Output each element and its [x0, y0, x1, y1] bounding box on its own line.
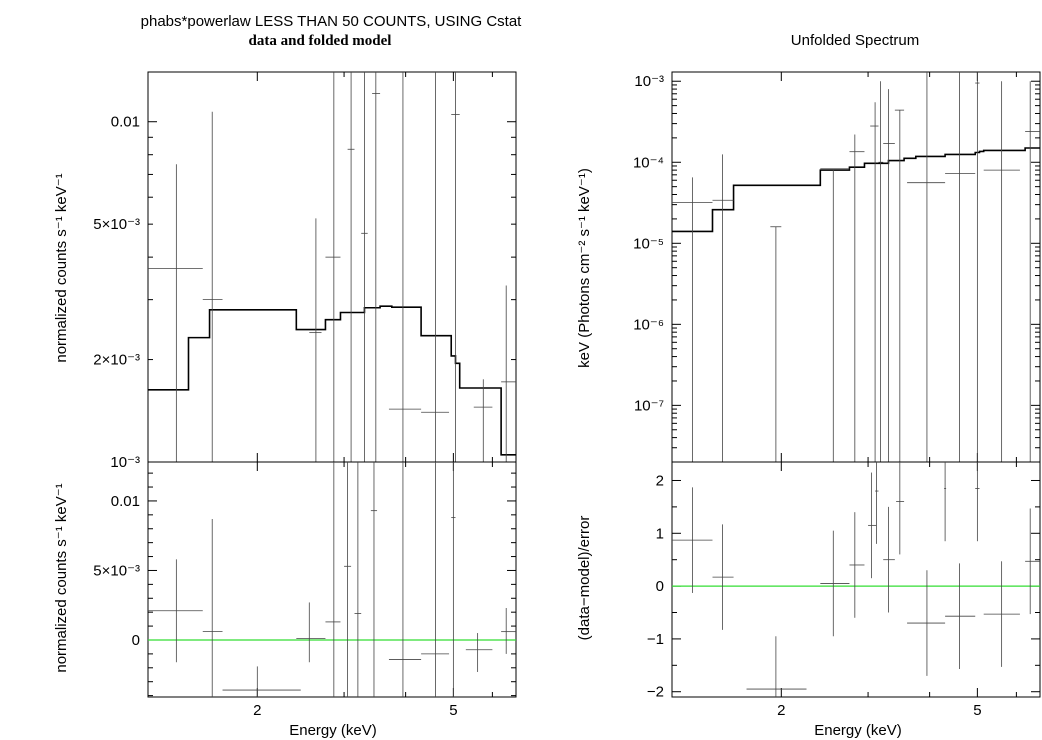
left-bottom-xtick-label: 2	[253, 702, 261, 719]
left-top-data-point	[451, 72, 460, 462]
right-top-data-point	[820, 168, 850, 462]
right-bottom-xtick-label: 2	[777, 702, 785, 719]
left-bottom-frame	[147, 461, 517, 698]
right-bottom-xtick-label: 5	[973, 702, 981, 719]
right-top-data-point	[945, 72, 976, 462]
right-bottom-data-point	[868, 472, 877, 579]
left-top-data-point	[325, 72, 341, 462]
right-top-data-point	[878, 81, 884, 462]
right-bottom-ytick-label: 0	[656, 578, 664, 595]
left-top-ytick-label: 5×10⁻³	[93, 216, 140, 233]
right-top-ytick-label: 10⁻⁷	[634, 397, 664, 414]
right-bottom-data-point	[1025, 508, 1040, 615]
left-top-ytick-label: 10⁻³	[110, 454, 140, 471]
left-bottom-data-point	[354, 462, 362, 697]
left-chart-subtitle: data and folded model	[249, 33, 392, 49]
right-bottom-data-point	[896, 462, 905, 555]
right-top-ytick-label: 10⁻⁶	[633, 316, 664, 333]
right-bottom-data-point	[672, 487, 713, 593]
right-bottom-data-point	[883, 506, 895, 613]
right-top-data-point	[1025, 81, 1040, 462]
right-bottom-ylabel: (data−model)/error	[576, 516, 593, 641]
left-bottom-data-point	[202, 519, 223, 697]
right-top-data-point	[907, 72, 946, 462]
left-bottom-data-point	[451, 462, 456, 697]
right-top-ytick-label: 10⁻³	[634, 73, 664, 90]
left-top-data-point	[501, 285, 516, 462]
left-bottom-data-point	[421, 462, 450, 697]
right-bottom-data-point	[944, 462, 947, 542]
left-top-data-point	[148, 164, 203, 462]
right-xlabel: Energy (keV)	[814, 722, 902, 739]
right-top-panel: 10⁻³ 10⁻⁴ 10⁻⁵ 10⁻⁶ 10⁻⁷	[633, 71, 1041, 463]
right-top-data-point	[849, 134, 865, 462]
left-bottom-data-point	[148, 559, 203, 663]
right-bottom-data-point	[712, 524, 734, 630]
left-top-model-line	[148, 305, 516, 456]
left-top-data-point	[473, 379, 493, 462]
right-bottom-ytick-label: 2	[656, 472, 664, 489]
right-bottom-frame	[671, 461, 1041, 698]
left-bottom-data-point	[370, 462, 378, 697]
right-top-data-point	[712, 154, 734, 462]
right-top-ytick-label: 10⁻⁴	[633, 154, 664, 171]
left-bottom-ytick-label: 0	[132, 632, 140, 649]
left-bottom-data-point	[501, 608, 516, 654]
left-top-data-point	[372, 72, 381, 462]
left-bottom-data-point	[325, 462, 341, 697]
right-top-data-point	[983, 81, 1020, 462]
right-bottom-data-point	[746, 636, 807, 697]
right-bottom-data-point	[849, 512, 865, 618]
left-bottom-xtick-label: 5	[449, 702, 457, 719]
left-top-ylabel: normalized counts s⁻¹ keV⁻¹	[53, 173, 70, 362]
left-xlabel: Energy (keV)	[289, 722, 377, 739]
left-bottom-ytick-label: 5×10⁻³	[93, 562, 140, 579]
left-top-panel: 0.01 5×10⁻³ 2×10⁻³ 10⁻³	[93, 71, 517, 471]
right-bottom-data-point	[820, 530, 850, 637]
right-bottom-data-point	[875, 462, 879, 544]
right-bottom-data-point	[983, 561, 1020, 667]
chart-panels: 0.015×10⁻³2×10⁻³10⁻³0.015×10⁻³02 510⁻³10⁻…	[93, 71, 1041, 719]
right-top-data-point	[870, 102, 879, 462]
left-top-ytick-label: 2×10⁻³	[93, 352, 140, 369]
right-top-model-line	[672, 147, 1040, 233]
right-bottom-ytick-label: −1	[647, 631, 664, 648]
left-bottom-data-point	[344, 462, 352, 697]
left-bottom-panel: 0.01 5×10⁻³ 0 2 5	[93, 461, 517, 719]
right-top-data-point	[894, 109, 905, 462]
left-bottom-data-point	[296, 602, 326, 663]
left-bottom-ytick-label: 0.01	[111, 493, 140, 510]
right-top-data-point	[975, 72, 980, 462]
left-top-data-point	[309, 218, 322, 462]
right-top-ytick-label: 10⁻⁵	[633, 235, 664, 252]
right-bottom-panel: 2 1 0 −1 −2 2 5	[647, 461, 1041, 719]
left-bottom-ylabel: normalized counts s⁻¹ keV⁻¹	[53, 483, 70, 672]
left-top-data-point	[202, 111, 223, 462]
left-chart-title: phabs*powerlaw LESS THAN 50 COUNTS, USIN…	[141, 13, 523, 30]
left-bottom-data-point	[388, 462, 422, 697]
right-bottom-data-point	[907, 570, 946, 676]
left-top-ytick-label: 0.01	[111, 114, 140, 131]
right-bottom-ytick-label: 1	[656, 525, 664, 542]
right-bottom-ytick-label: −2	[647, 684, 664, 701]
left-top-data-point	[421, 72, 450, 462]
left-top-data-point	[347, 72, 355, 462]
right-top-data-point	[770, 226, 782, 462]
left-bottom-data-point	[465, 633, 493, 672]
right-top-data-point	[672, 177, 713, 462]
right-bottom-data-point	[945, 563, 976, 670]
left-top-frame	[147, 71, 517, 463]
right-top-frame	[671, 71, 1041, 463]
left-top-data-point	[388, 72, 422, 462]
left-bottom-data-point	[222, 666, 301, 697]
right-chart-title: Unfolded Spectrum	[791, 32, 919, 49]
right-bottom-data-point	[975, 462, 980, 542]
right-top-data-point	[883, 89, 895, 462]
right-top-ylabel: keV (Photons cm⁻² s⁻¹ keV⁻¹)	[576, 168, 593, 368]
left-top-data-point	[361, 72, 368, 462]
